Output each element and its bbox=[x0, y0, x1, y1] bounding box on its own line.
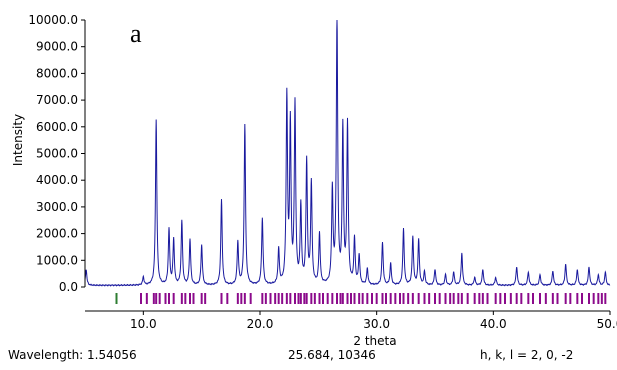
y-tick-label: 10000.0 bbox=[28, 13, 78, 27]
y-tick-label: 6000.0 bbox=[36, 120, 78, 134]
y-tick-label: 2000.0 bbox=[36, 227, 78, 241]
hkl-readout: h, k, l = 2, 0, -2 bbox=[480, 348, 574, 362]
x-axis-label: 2 theta bbox=[353, 334, 396, 348]
y-axis-ticks: 0.0 1000.0 2000.0 3000.0 4000.0 5000.0 6000.0 7… bbox=[28, 13, 85, 294]
panel-label: a bbox=[130, 19, 142, 48]
cursor-coordinate-readout: 25.684, 10346 bbox=[288, 348, 376, 362]
x-tick-label: 20.0 bbox=[247, 317, 274, 331]
reflection-markers bbox=[115, 293, 607, 304]
y-tick-label: 1000.0 bbox=[36, 253, 78, 267]
y-tick-label: 4000.0 bbox=[36, 173, 78, 187]
y-tick-label: 3000.0 bbox=[36, 200, 78, 214]
x-tick-label: 30.0 bbox=[363, 317, 390, 331]
y-axis-label: Intensity bbox=[11, 114, 25, 166]
wavelength-readout: Wavelength: 1.54056 bbox=[8, 348, 137, 362]
y-tick-label: 9000.0 bbox=[36, 40, 78, 54]
y-tick-label: 8000.0 bbox=[36, 66, 78, 80]
x-tick-label: 50.0 bbox=[597, 317, 617, 331]
x-tick-label: 40.0 bbox=[480, 317, 507, 331]
diffraction-pattern-line bbox=[84, 19, 611, 287]
x-tick-label: 10.0 bbox=[130, 317, 157, 331]
y-tick-label: 5000.0 bbox=[36, 147, 78, 161]
y-tick-label: 7000.0 bbox=[36, 93, 78, 107]
x-axis-ticks: 10.0 20.0 30.0 40.0 50.0 bbox=[130, 311, 617, 331]
y-tick-label: 0.0 bbox=[59, 280, 78, 294]
